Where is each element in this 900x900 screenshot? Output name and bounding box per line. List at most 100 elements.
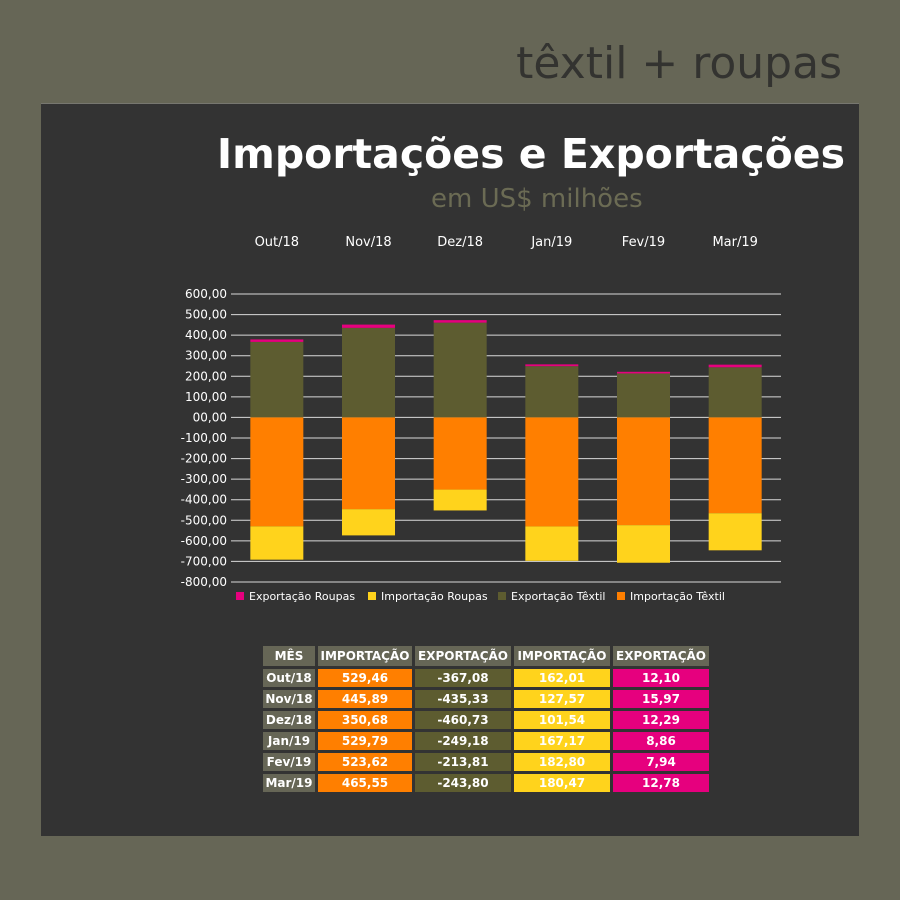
bar-exportacao-roupas [433,320,487,323]
cell-importacao-textil: 465,55 [318,774,412,792]
cell-exportacao-roupas: 12,78 [613,774,709,792]
bar-exportacao-textil [342,327,395,418]
bar-importacao-textil [342,417,395,510]
bar-exportacao-roupas [708,364,762,368]
cell-month: Out/18 [263,669,315,687]
y-tick-label: 300,00 [185,349,227,363]
category-label: Fev/19 [622,235,665,250]
y-tick-label: -200,00 [181,452,227,466]
cell-month: Nov/18 [263,690,315,708]
cell-importacao-roupas: 167,17 [514,732,610,750]
bar-importacao-roupas [342,509,395,536]
legend-label: Exportação Têxtil [511,590,605,603]
legend-label: Importação Têxtil [630,590,725,603]
bar-exportacao-roupas [525,364,579,367]
cell-exportacao-roupas: 15,97 [613,690,709,708]
cell-month: Dez/18 [263,711,315,729]
category-label: Mar/19 [712,235,757,250]
bar-exportacao-roupas [617,371,670,374]
legend-swatch [617,592,625,600]
table-row: Mar/19 465,55 -243,80 180,47 12,78 [263,774,709,792]
cell-importacao-textil: 529,79 [318,732,412,750]
cell-exportacao-roupas: 12,10 [613,669,709,687]
cell-exportacao-textil: -435,33 [415,690,511,708]
header-exportacao-roupas: EXPORTAÇÃO [613,646,709,666]
cell-importacao-roupas: 180,47 [514,774,610,792]
bar-importacao-textil [525,417,579,527]
y-tick-label: -300,00 [181,472,227,486]
table-header-row: MÊS IMPORTAÇÃO EXPORTAÇÃO IMPORTAÇÃO EXP… [263,646,709,666]
cell-importacao-roupas: 127,57 [514,690,610,708]
cell-exportacao-textil: -367,08 [415,669,511,687]
table-row: Fev/19 523,62 -213,81 182,80 7,94 [263,753,709,771]
bar-exportacao-roupas [342,324,395,328]
y-tick-label: -600,00 [181,534,227,548]
y-tick-label: 100,00 [185,390,227,404]
y-tick-label: 500,00 [185,308,227,322]
cell-exportacao-textil: -243,80 [415,774,511,792]
bar-exportacao-textil [525,366,579,418]
cell-month: Jan/19 [263,732,315,750]
y-tick-label: -500,00 [181,513,227,527]
bar-exportacao-roupas [250,339,304,342]
bar-exportacao-textil [708,367,762,418]
header-importacao-roupas: IMPORTAÇÃO [514,646,610,666]
bar-exportacao-textil [250,341,304,418]
bar-exportacao-textil [433,322,487,418]
cell-importacao-textil: 523,62 [318,753,412,771]
cell-importacao-roupas: 101,54 [514,711,610,729]
cell-exportacao-roupas: 7,94 [613,753,709,771]
data-table: MÊS IMPORTAÇÃO EXPORTAÇÃO IMPORTAÇÃO EXP… [260,643,712,795]
bar-importacao-roupas [525,526,579,561]
chart-title: Importações e Exportações [216,130,845,178]
y-tick-label: -700,00 [181,554,227,568]
legend-swatch [236,592,244,600]
bar-importacao-roupas [250,526,304,560]
y-tick-label: 00,00 [193,410,227,424]
table-row: Dez/18 350,68 -460,73 101,54 12,29 [263,711,709,729]
cell-importacao-textil: 529,46 [318,669,412,687]
bar-exportacao-textil [617,373,670,418]
category-label: Jan/19 [530,235,572,250]
bar-importacao-textil [617,417,670,526]
bar-importacao-textil [708,417,762,514]
bar-importacao-roupas [433,489,487,511]
chart-panel: Importações e Exportações em US$ milhões… [41,103,859,836]
cell-importacao-roupas: 162,01 [514,669,610,687]
cell-month: Mar/19 [263,774,315,792]
cell-exportacao-textil: -213,81 [415,753,511,771]
legend-swatch [368,592,376,600]
cell-month: Fev/19 [263,753,315,771]
table-row: Jan/19 529,79 -249,18 167,17 8,86 [263,732,709,750]
y-tick-label: 600,00 [185,287,227,301]
cell-importacao-roupas: 182,80 [514,753,610,771]
bar-importacao-textil [433,417,487,490]
y-tick-label: -400,00 [181,493,227,507]
y-tick-label: -800,00 [181,575,227,589]
bar-importacao-roupas [708,513,762,551]
chart-subtitle: em US$ milhões [431,184,643,214]
cell-importacao-textil: 445,89 [318,690,412,708]
stacked-bar-chart: 600,00 500,00 400,00 300,00 200,00 100,00 00,0… [181,235,781,603]
header-exportacao-textil: EXPORTAÇÃO [415,646,511,666]
category-label: Out/18 [255,235,300,250]
legend-label: Exportação Roupas [249,590,355,603]
category-label: Dez/18 [437,235,483,250]
cell-importacao-textil: 350,68 [318,711,412,729]
header-importacao-textil: IMPORTAÇÃO [318,646,412,666]
bar-importacao-textil [250,417,304,527]
header-mes: MÊS [263,646,315,666]
table-row: Nov/18 445,89 -435,33 127,57 15,97 [263,690,709,708]
cell-exportacao-textil: -249,18 [415,732,511,750]
cell-exportacao-roupas: 12,29 [613,711,709,729]
table-row: Out/18 529,46 -367,08 162,01 12,10 [263,669,709,687]
bar-importacao-roupas [617,525,670,563]
y-tick-label: -100,00 [181,431,227,445]
legend-swatch [498,592,506,600]
cell-exportacao-roupas: 8,86 [613,732,709,750]
brand-title: têxtil + roupas [516,38,842,89]
y-tick-label: 400,00 [185,328,227,342]
cell-exportacao-textil: -460,73 [415,711,511,729]
category-label: Nov/18 [345,235,391,250]
y-tick-label: 200,00 [185,369,227,383]
